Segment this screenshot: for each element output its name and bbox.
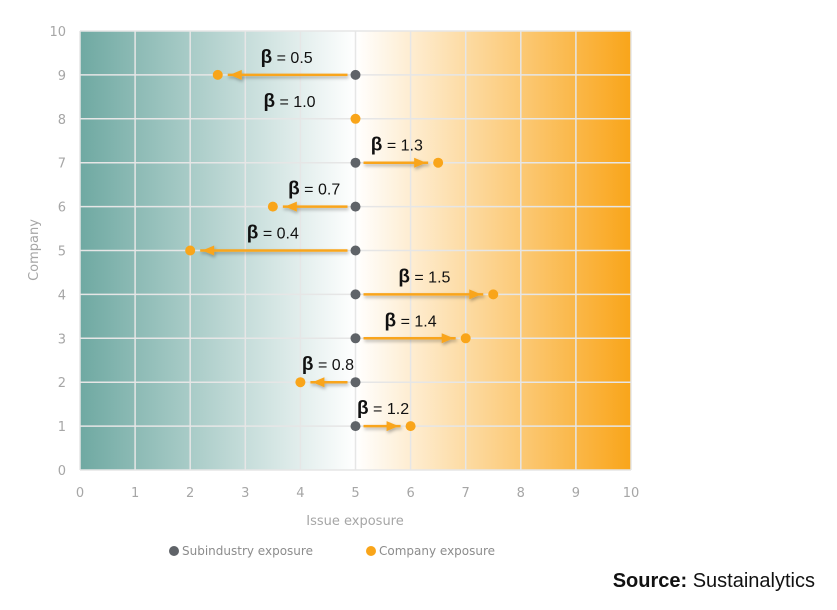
- company-point: [433, 157, 444, 168]
- company-7-group: β = 1.3: [350, 135, 444, 168]
- beta-label: β = 1.3: [371, 135, 423, 156]
- y-tick-label: 2: [58, 376, 66, 391]
- beta-label: β = 1.2: [357, 398, 409, 419]
- exposure-arrow: [363, 333, 456, 344]
- company-point: [267, 201, 278, 212]
- subindustry-point: [350, 377, 361, 388]
- x-tick-label: 3: [241, 486, 249, 501]
- exposure-arrow: [282, 201, 348, 212]
- y-tick-label: 6: [58, 201, 66, 216]
- company-3-group: β = 1.4: [350, 310, 471, 344]
- exposure-arrow: [227, 69, 348, 80]
- company-4-group: β = 1.5: [350, 266, 499, 300]
- beta-label: β = 1.5: [398, 266, 450, 287]
- company-point: [350, 113, 361, 124]
- y-tick-label: 7: [58, 157, 66, 172]
- subindustry-point: [350, 157, 361, 168]
- exposure-arrow: [363, 289, 484, 300]
- y-tick-label: 8: [58, 113, 66, 128]
- x-tick-label: 6: [406, 486, 414, 501]
- x-tick-label: 10: [623, 486, 640, 501]
- x-tick-label: 1: [131, 486, 139, 501]
- beta-label: β = 1.0: [263, 91, 315, 112]
- y-tick-label: 4: [58, 288, 66, 303]
- company-5-group: β = 0.4: [185, 223, 361, 256]
- subindustry-point: [350, 201, 361, 212]
- x-tick-label: 4: [296, 486, 304, 501]
- company-point: [212, 69, 223, 80]
- x-tick-label: 0: [76, 486, 84, 501]
- company-9-group: β = 0.5: [212, 47, 361, 80]
- x-tick-label: 9: [572, 486, 580, 501]
- subindustry-point: [350, 69, 361, 80]
- company-6-group: β = 0.7: [267, 179, 361, 212]
- y-tick-label: 0: [58, 464, 66, 479]
- x-tick-label: 7: [462, 486, 470, 501]
- company-8-group: β = 1.0: [263, 91, 361, 124]
- y-axis-label: Company: [27, 219, 42, 281]
- exposure-arrow: [363, 157, 429, 168]
- company-1-group: β = 1.2: [350, 398, 416, 432]
- company-point: [185, 245, 196, 256]
- y-tick-label: 9: [58, 69, 66, 84]
- x-tick-label: 5: [351, 486, 359, 501]
- y-tick-label: 1: [58, 420, 66, 435]
- x-tick-label: 8: [517, 486, 525, 501]
- y-tick-label: 5: [58, 245, 66, 260]
- legend-label-subindustry: Subindustry exposure: [182, 544, 313, 558]
- source-value: Sustainalytics: [692, 570, 815, 592]
- x-axis-label: Issue exposure: [306, 514, 404, 529]
- company-point: [488, 289, 499, 300]
- exposure-arrow: [363, 421, 401, 432]
- company-2-group: β = 0.8: [295, 354, 361, 388]
- exposure-arrow: [200, 245, 348, 256]
- subindustry-point: [350, 245, 361, 256]
- legend-marker-subindustry: [169, 546, 179, 556]
- beta-label: β = 0.4: [247, 223, 299, 244]
- legend-marker-company: [366, 546, 376, 556]
- legend: Subindustry exposure Company exposure: [169, 544, 495, 558]
- subindustry-point: [350, 421, 361, 432]
- beta-label: β = 0.7: [288, 179, 340, 200]
- beta-label: β = 0.5: [261, 47, 313, 68]
- x-tick-label: 2: [186, 486, 194, 501]
- subindustry-point: [350, 289, 361, 300]
- company-point: [295, 377, 306, 388]
- source-label: Source:: [612, 570, 688, 592]
- y-tick-label: 3: [58, 332, 66, 347]
- legend-label-company: Company exposure: [379, 544, 495, 558]
- beta-label: β = 0.8: [302, 354, 354, 375]
- y-tick-label: 10: [49, 25, 66, 40]
- company-point: [405, 421, 416, 432]
- exposure-arrow: [310, 377, 348, 388]
- subindustry-point: [350, 333, 361, 344]
- source-note: Source: Sustainalytics: [613, 570, 815, 593]
- company-point: [460, 333, 471, 344]
- beta-label: β = 1.4: [385, 310, 437, 331]
